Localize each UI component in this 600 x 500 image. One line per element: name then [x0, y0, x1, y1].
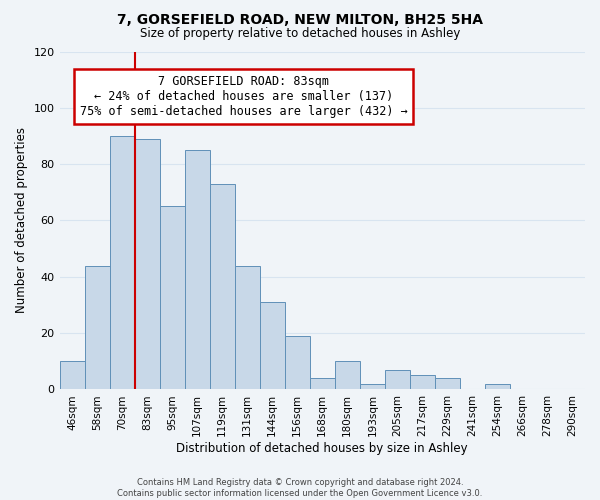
- Bar: [235, 266, 260, 390]
- Y-axis label: Number of detached properties: Number of detached properties: [15, 128, 28, 314]
- Bar: [485, 384, 510, 390]
- Bar: [310, 378, 335, 390]
- Text: Size of property relative to detached houses in Ashley: Size of property relative to detached ho…: [140, 28, 460, 40]
- Text: 7 GORSEFIELD ROAD: 83sqm
← 24% of detached houses are smaller (137)
75% of semi-: 7 GORSEFIELD ROAD: 83sqm ← 24% of detach…: [80, 75, 407, 118]
- Bar: [360, 384, 385, 390]
- Bar: [134, 139, 160, 390]
- Bar: [209, 184, 235, 390]
- X-axis label: Distribution of detached houses by size in Ashley: Distribution of detached houses by size …: [176, 442, 468, 455]
- Bar: [185, 150, 209, 390]
- Bar: [335, 362, 360, 390]
- Bar: [285, 336, 310, 390]
- Bar: [260, 302, 285, 390]
- Bar: [160, 206, 185, 390]
- Bar: [385, 370, 410, 390]
- Text: 7, GORSEFIELD ROAD, NEW MILTON, BH25 5HA: 7, GORSEFIELD ROAD, NEW MILTON, BH25 5HA: [117, 12, 483, 26]
- Bar: [110, 136, 134, 390]
- Bar: [85, 266, 110, 390]
- Bar: [59, 362, 85, 390]
- Bar: [410, 376, 435, 390]
- Text: Contains HM Land Registry data © Crown copyright and database right 2024.
Contai: Contains HM Land Registry data © Crown c…: [118, 478, 482, 498]
- Bar: [435, 378, 460, 390]
